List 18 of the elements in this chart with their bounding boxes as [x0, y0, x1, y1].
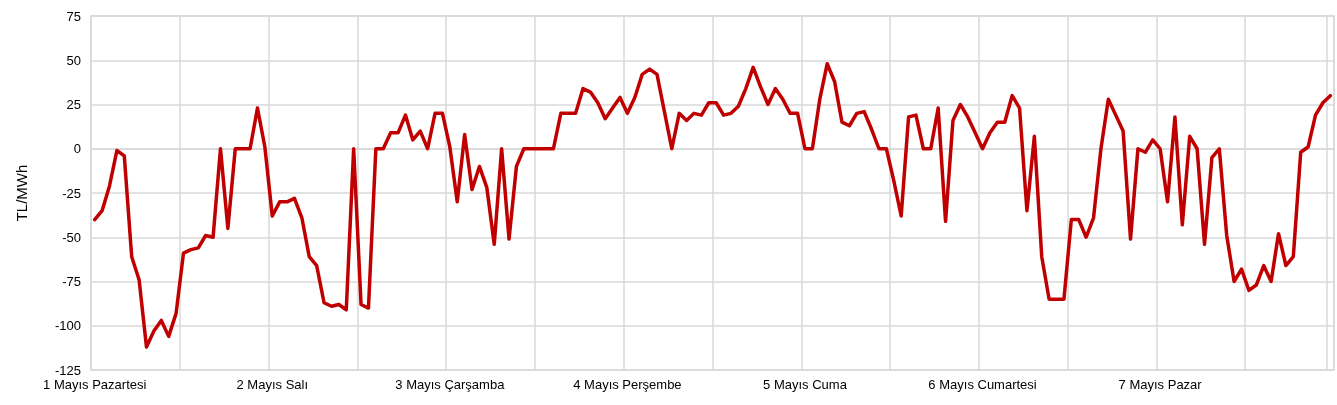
y-axis-title: TL/MWh — [13, 164, 30, 222]
y-tick-label: 75 — [66, 8, 81, 24]
y-tick-label: -125 — [54, 362, 81, 378]
x-tick-label: 2 Mayıs Salı — [236, 377, 309, 392]
y-tick-label: 25 — [66, 97, 81, 112]
line-series — [92, 62, 1333, 349]
y-tick-label: 50 — [66, 52, 81, 68]
x-tick-label: 1 Mayıs Pazartesi — [43, 377, 147, 392]
y-tick-label: -100 — [54, 318, 81, 334]
y-tick-label: 0 — [73, 141, 81, 157]
x-tick-label: 6 Mayıs Cumartesi — [928, 377, 1037, 392]
x-tick-label: 3 Mayıs Çarşamba — [395, 377, 506, 392]
y-tick-label: -75 — [62, 274, 81, 289]
y-tick-label: -25 — [62, 185, 81, 201]
x-tick-label: 5 Mayıs Cuma — [763, 377, 848, 392]
y-tick-label: -50 — [62, 229, 81, 245]
x-tick-label: 4 Mayıs Perşembe — [573, 377, 682, 392]
x-tick-label: 7 Mayıs Pazar — [1118, 377, 1203, 392]
